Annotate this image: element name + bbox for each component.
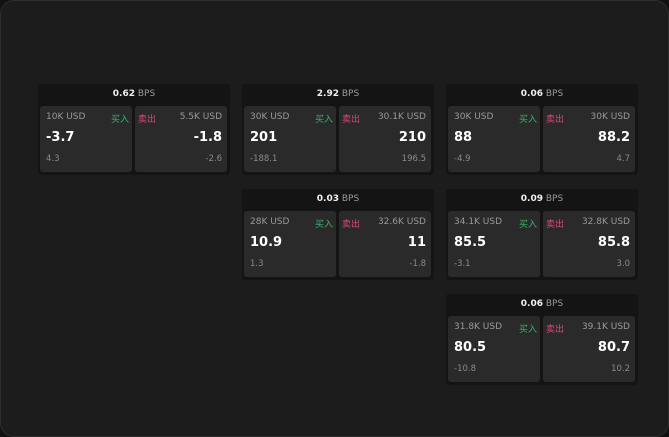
ask-price: 80.7 xyxy=(597,340,630,355)
spread-value: 0.06 xyxy=(520,89,543,99)
buy-cell[interactable]: 34.1K USD 买入 85.5 -3.1 xyxy=(448,211,540,277)
bid-size: 30K USD xyxy=(454,112,494,122)
spread-header: 0.03 BPS xyxy=(242,189,434,210)
bid-size: 31.8K USD xyxy=(454,322,503,332)
price-tile: 0.06 BPS 31.8K USD 买入 80.5 -10.8 卖出 39.1K US… xyxy=(446,294,638,385)
buy-cell[interactable]: 28K USD 买入 10.9 1.3 xyxy=(244,211,336,277)
bid-size: 10K USD xyxy=(46,112,86,122)
ask-price: 210 xyxy=(398,130,426,145)
sell-label: 卖出 xyxy=(342,115,361,125)
price-tile: 0.62 BPS 10K USD 买入 -3.7 4.3 卖出 5.5K USD -1.8… xyxy=(38,84,230,175)
bid-price: -3.7 xyxy=(46,130,75,145)
ask-size: 39.1K USD xyxy=(581,322,630,332)
bid-price: 88 xyxy=(454,130,473,145)
sell-cell[interactable]: 卖出 5.5K USD -1.8 -2.6 xyxy=(135,106,227,172)
buy-label: 买入 xyxy=(314,115,333,125)
bid-price: 80.5 xyxy=(454,340,487,355)
sell-label: 卖出 xyxy=(546,115,565,125)
spread-header: 0.62 BPS xyxy=(38,84,230,105)
spread-unit: BPS xyxy=(545,89,564,99)
ask-change: 10.2 xyxy=(611,364,630,374)
buy-cell[interactable]: 31.8K USD 买入 80.5 -10.8 xyxy=(448,316,540,382)
sell-cell[interactable]: 卖出 32.6K USD 11 -1.8 xyxy=(339,211,431,277)
buy-cell[interactable]: 30K USD 买入 201 -188.1 xyxy=(244,106,336,172)
spread-header: 2.92 BPS xyxy=(242,84,434,105)
bid-change: -4.9 xyxy=(454,154,471,164)
ask-size: 5.5K USD xyxy=(179,112,222,122)
ask-size: 30K USD xyxy=(590,112,630,122)
buy-label: 买入 xyxy=(518,115,537,125)
ask-size: 32.8K USD xyxy=(581,217,630,227)
sell-cell[interactable]: 卖出 30.1K USD 210 196.5 xyxy=(339,106,431,172)
buy-label: 买入 xyxy=(314,220,333,230)
sell-cell[interactable]: 卖出 30K USD 88.2 4.7 xyxy=(543,106,635,172)
ask-change: -1.8 xyxy=(409,259,426,269)
bid-change: 1.3 xyxy=(250,259,264,269)
ask-change: 196.5 xyxy=(401,154,426,164)
ask-price: 11 xyxy=(407,235,426,250)
sell-label: 卖出 xyxy=(342,220,361,230)
ask-size: 30.1K USD xyxy=(377,112,426,122)
ask-size: 32.6K USD xyxy=(377,217,426,227)
buy-label: 买入 xyxy=(518,325,537,335)
ask-price: 85.8 xyxy=(597,235,630,250)
spread-header: 0.06 BPS xyxy=(446,84,638,105)
bid-price: 85.5 xyxy=(454,235,487,250)
spread-unit: BPS xyxy=(545,299,564,309)
buy-label: 买入 xyxy=(518,220,537,230)
buy-cell[interactable]: 30K USD 买入 88 -4.9 xyxy=(448,106,540,172)
bid-size: 30K USD xyxy=(250,112,290,122)
sell-cell[interactable]: 卖出 32.8K USD 85.8 3.0 xyxy=(543,211,635,277)
price-tile: 0.06 BPS 30K USD 买入 88 -4.9 卖出 30K USD 88.2 4.… xyxy=(446,84,638,175)
price-tile: 0.03 BPS 28K USD 买入 10.9 1.3 卖出 32.6K USD 11 -… xyxy=(242,189,434,280)
ask-price: -1.8 xyxy=(193,130,222,145)
bid-change: -10.8 xyxy=(454,364,476,374)
bid-price: 201 xyxy=(250,130,278,145)
buy-label: 买入 xyxy=(110,115,129,125)
bid-change: -188.1 xyxy=(250,154,278,164)
spread-value: 0.62 xyxy=(112,89,135,99)
bid-price: 10.9 xyxy=(250,235,283,250)
spread-header: 0.09 BPS xyxy=(446,189,638,210)
ask-change: 3.0 xyxy=(616,259,630,269)
spread-value: 2.92 xyxy=(316,89,339,99)
spread-value: 0.03 xyxy=(316,194,339,204)
bid-change: 4.3 xyxy=(46,154,60,164)
ask-change: 4.7 xyxy=(616,154,630,164)
spread-unit: BPS xyxy=(137,89,156,99)
bid-size: 28K USD xyxy=(250,217,290,227)
price-tile: 0.09 BPS 34.1K USD 买入 85.5 -3.1 卖出 32.8K USD… xyxy=(446,189,638,280)
bid-change: -3.1 xyxy=(454,259,471,269)
sell-label: 卖出 xyxy=(546,325,565,335)
spread-unit: BPS xyxy=(341,194,360,204)
spread-unit: BPS xyxy=(341,89,360,99)
spread-value: 0.09 xyxy=(520,194,543,204)
spread-unit: BPS xyxy=(545,194,564,204)
buy-cell[interactable]: 10K USD 买入 -3.7 4.3 xyxy=(40,106,132,172)
spread-header: 0.06 BPS xyxy=(446,294,638,315)
sell-label: 卖出 xyxy=(138,115,157,125)
price-tile: 2.92 BPS 30K USD 买入 201 -188.1 卖出 30.1K USD 2… xyxy=(242,84,434,175)
sell-cell[interactable]: 卖出 39.1K USD 80.7 10.2 xyxy=(543,316,635,382)
ask-price: 88.2 xyxy=(597,130,630,145)
ask-change: -2.6 xyxy=(205,154,222,164)
bid-size: 34.1K USD xyxy=(454,217,503,227)
spread-value: 0.06 xyxy=(520,299,543,309)
sell-label: 卖出 xyxy=(546,220,565,230)
